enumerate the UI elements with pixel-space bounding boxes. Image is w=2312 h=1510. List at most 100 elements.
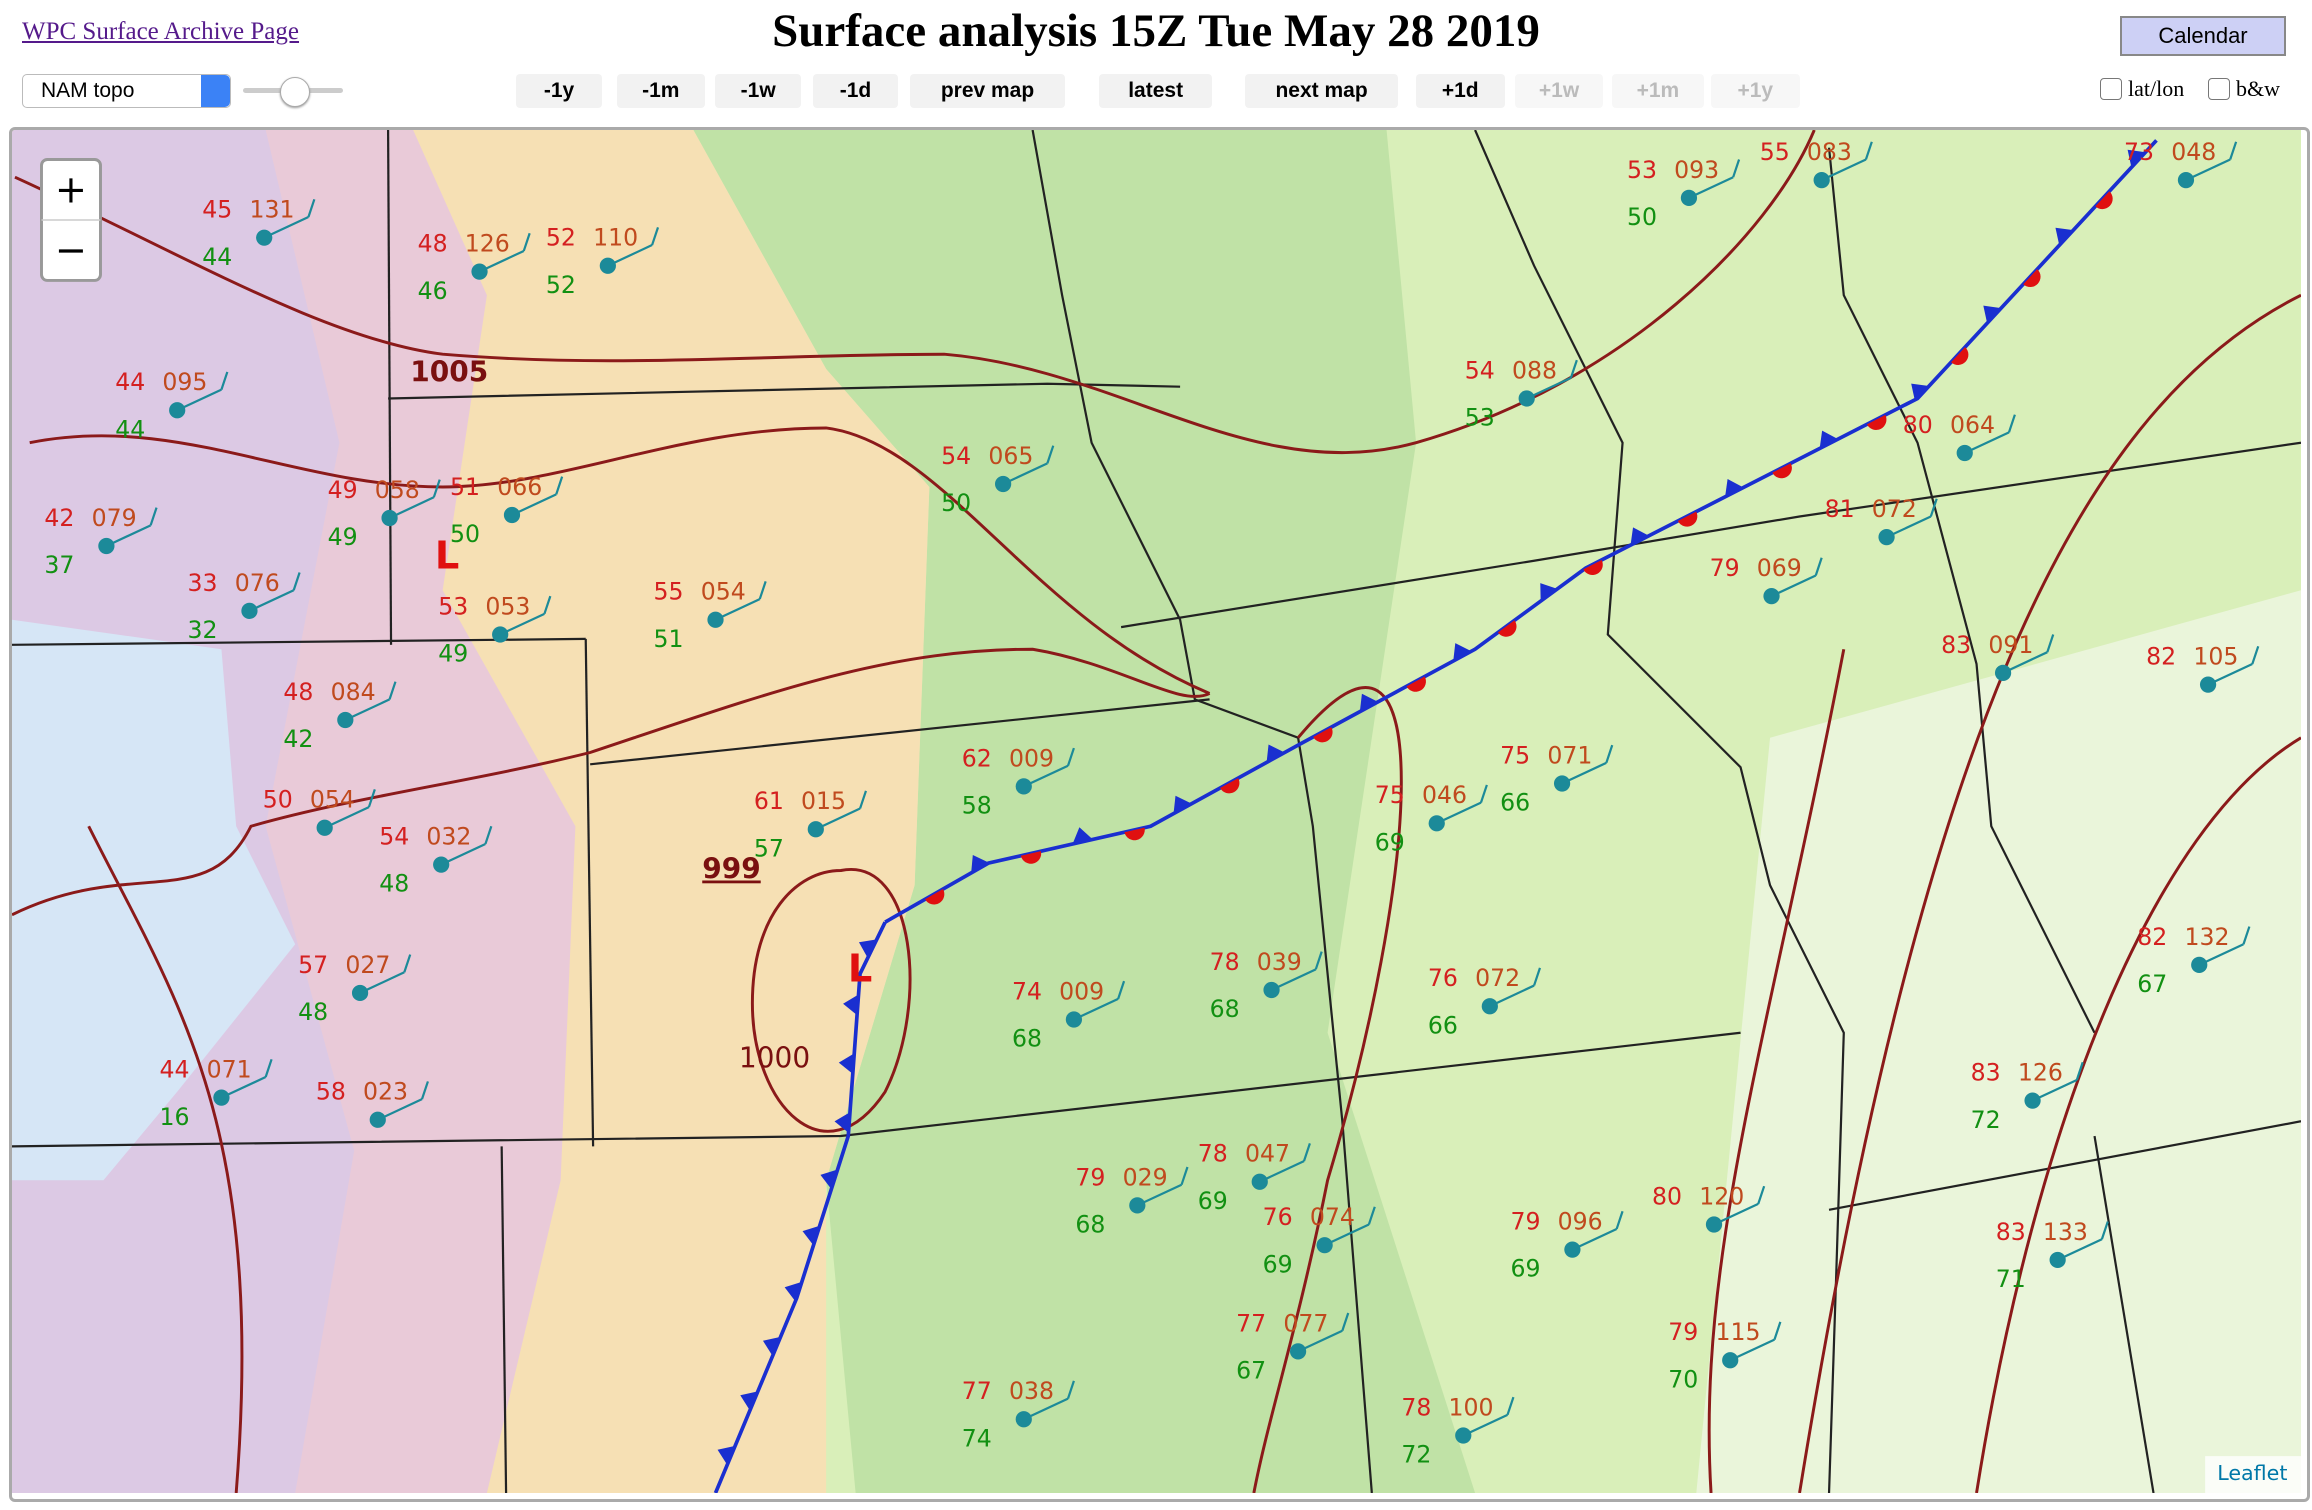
wind-barb-tick (1180, 1166, 1189, 1186)
station-circle (351, 984, 369, 1002)
calendar-button[interactable]: Calendar (2120, 16, 2286, 56)
dewpoint: 68 (1210, 995, 1240, 1023)
nav-button[interactable]: -1d (812, 74, 899, 108)
wind-barb-tick (2229, 141, 2238, 160)
station: 76 072 66 (1428, 964, 1542, 1039)
dewpoint: 49 (328, 523, 358, 551)
wind-barb-tick (1757, 1185, 1766, 1205)
pressure: 071 (207, 1056, 252, 1084)
temperature: 80 (1903, 411, 1933, 439)
station-circle (1763, 588, 1780, 605)
map[interactable]: 45 131 44 48 126 46 52 110 52 44 095 44 49 058 49 51 066… (12, 130, 2302, 1494)
pressure: 058 (375, 476, 420, 504)
low-marker: L (435, 533, 459, 578)
warm-symbol (1124, 827, 1145, 841)
nav-button[interactable]: prev map (910, 74, 1065, 108)
checkbox-option[interactable]: b&w (2208, 76, 2280, 102)
station: 78 047 69 (1198, 1140, 1311, 1215)
station-circle (241, 602, 258, 619)
attribution-box (2205, 1456, 2301, 1493)
pressure: 100 (1449, 1393, 1494, 1421)
wind-barb (1297, 1329, 1343, 1353)
dewpoint: 50 (1627, 203, 1657, 231)
isobar (1252, 686, 1403, 1494)
archive-link[interactable]: WPC Surface Archive Page (22, 18, 300, 45)
station: 53 053 49 (438, 592, 552, 668)
warm-symbol (925, 889, 945, 905)
border (1120, 441, 2302, 629)
wind-barb-tick (432, 479, 441, 498)
station-circle (98, 537, 115, 555)
station: 73 048 (2124, 138, 2238, 189)
nav-button[interactable]: -1y (516, 74, 602, 108)
temperature: 78 (1198, 1140, 1228, 1168)
wind-barb-tick (1066, 747, 1075, 767)
dewpoint: 68 (1075, 1211, 1105, 1239)
pressure: 072 (1872, 495, 1917, 523)
wind-barb (1771, 574, 1817, 598)
temperature: 78 (1401, 1393, 1431, 1421)
wind-barb (263, 216, 309, 239)
attribution[interactable]: Leaflet (2217, 1461, 2287, 1485)
checkbox[interactable] (2100, 78, 2122, 100)
pressure: 088 (1512, 356, 1557, 384)
dewpoint: 16 (159, 1103, 189, 1131)
temperature: 53 (1627, 156, 1657, 184)
dewpoint: 52 (546, 271, 576, 299)
map-container[interactable]: 45 131 44 48 126 46 52 110 52 44 095 44 49 058 49 51 066… (9, 127, 2310, 1502)
dewpoint: 44 (202, 243, 232, 271)
wind-barb-tick (1117, 980, 1126, 1000)
cold-front (713, 921, 887, 1494)
station-circle (1564, 1241, 1581, 1258)
temperature: 75 (1375, 781, 1405, 809)
checkbox[interactable] (2208, 78, 2230, 100)
pressure: 064 (1950, 411, 1995, 439)
temperature: 50 (263, 786, 293, 814)
wind-barb (511, 493, 557, 517)
nav-button[interactable]: latest (1098, 74, 1213, 108)
temperature: 57 (298, 951, 328, 979)
wind-barb (1324, 1223, 1370, 1247)
dewpoint: 69 (1510, 1255, 1540, 1283)
wind-barb-tick (1605, 744, 1614, 764)
zoom-in[interactable]: + (55, 167, 87, 212)
terrain-mid (693, 130, 1476, 1493)
wind-barb (1023, 1397, 1069, 1421)
slider-knob[interactable] (280, 77, 310, 107)
temperature: 82 (2146, 643, 2176, 671)
zoom-out[interactable]: − (55, 228, 87, 273)
select-arrow[interactable] (201, 75, 230, 107)
cold-symbol (971, 855, 990, 873)
dewpoint: 57 (754, 834, 784, 862)
temperature: 61 (754, 787, 784, 815)
map-type-select[interactable]: NAM topo (22, 74, 231, 108)
wind-barb (1571, 1227, 1618, 1251)
nav-button[interactable]: +1d (1416, 74, 1505, 108)
wind-barb-tick (1569, 359, 1578, 379)
pressure-label: 999 (702, 853, 760, 886)
nav-button[interactable]: -1m (616, 74, 706, 108)
dewpoint: 66 (1428, 1011, 1458, 1039)
station: 78 100 72 (1401, 1393, 1515, 1469)
pressure: 072 (1475, 964, 1520, 992)
border (1031, 130, 1373, 1494)
cold-symbol (1819, 430, 1839, 449)
wind-barb (2032, 1078, 2078, 1102)
cold-symbol (1173, 795, 1192, 814)
station: 78 039 68 (1210, 948, 1323, 1023)
station: 54 032 48 (379, 823, 493, 898)
station-circle (1705, 1216, 1723, 1233)
checkbox-option[interactable]: lat/lon (2100, 76, 2184, 102)
temperature: 48 (418, 230, 448, 258)
nav-button[interactable]: -1w (715, 74, 801, 108)
temperature: 73 (2124, 138, 2154, 166)
temperature: 82 (2137, 923, 2167, 951)
station-circle (503, 506, 521, 524)
nav-button[interactable]: next map (1244, 74, 1399, 108)
station: 54 088 53 (1465, 356, 1578, 432)
wind-barb-tick (1341, 1312, 1350, 1332)
warm-symbol (1772, 463, 1792, 479)
cold-symbol (858, 939, 877, 958)
temperature: 51 (450, 473, 480, 501)
pressure: 115 (1715, 1318, 1760, 1346)
